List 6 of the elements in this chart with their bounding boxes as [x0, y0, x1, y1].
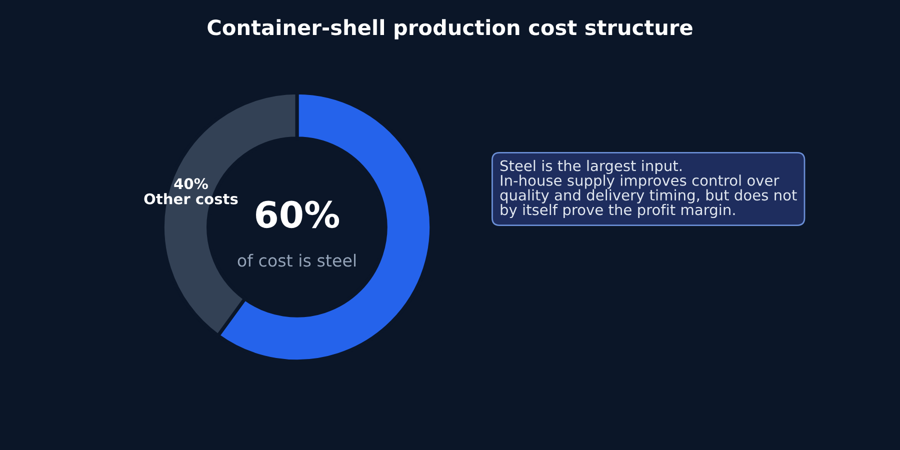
data-label: 40%	[174, 178, 208, 190]
slice-label: Other costs	[144, 193, 238, 204]
chart-title: Container-shell production cost structure	[208, 19, 692, 40]
text: Steel is the largest input. In-house supply improves control over quality and delivery timing, but does not by itself prove the profit margin.	[500, 160, 797, 218]
text: 60%	[256, 200, 340, 228]
text: of cost is steel	[238, 254, 356, 267]
